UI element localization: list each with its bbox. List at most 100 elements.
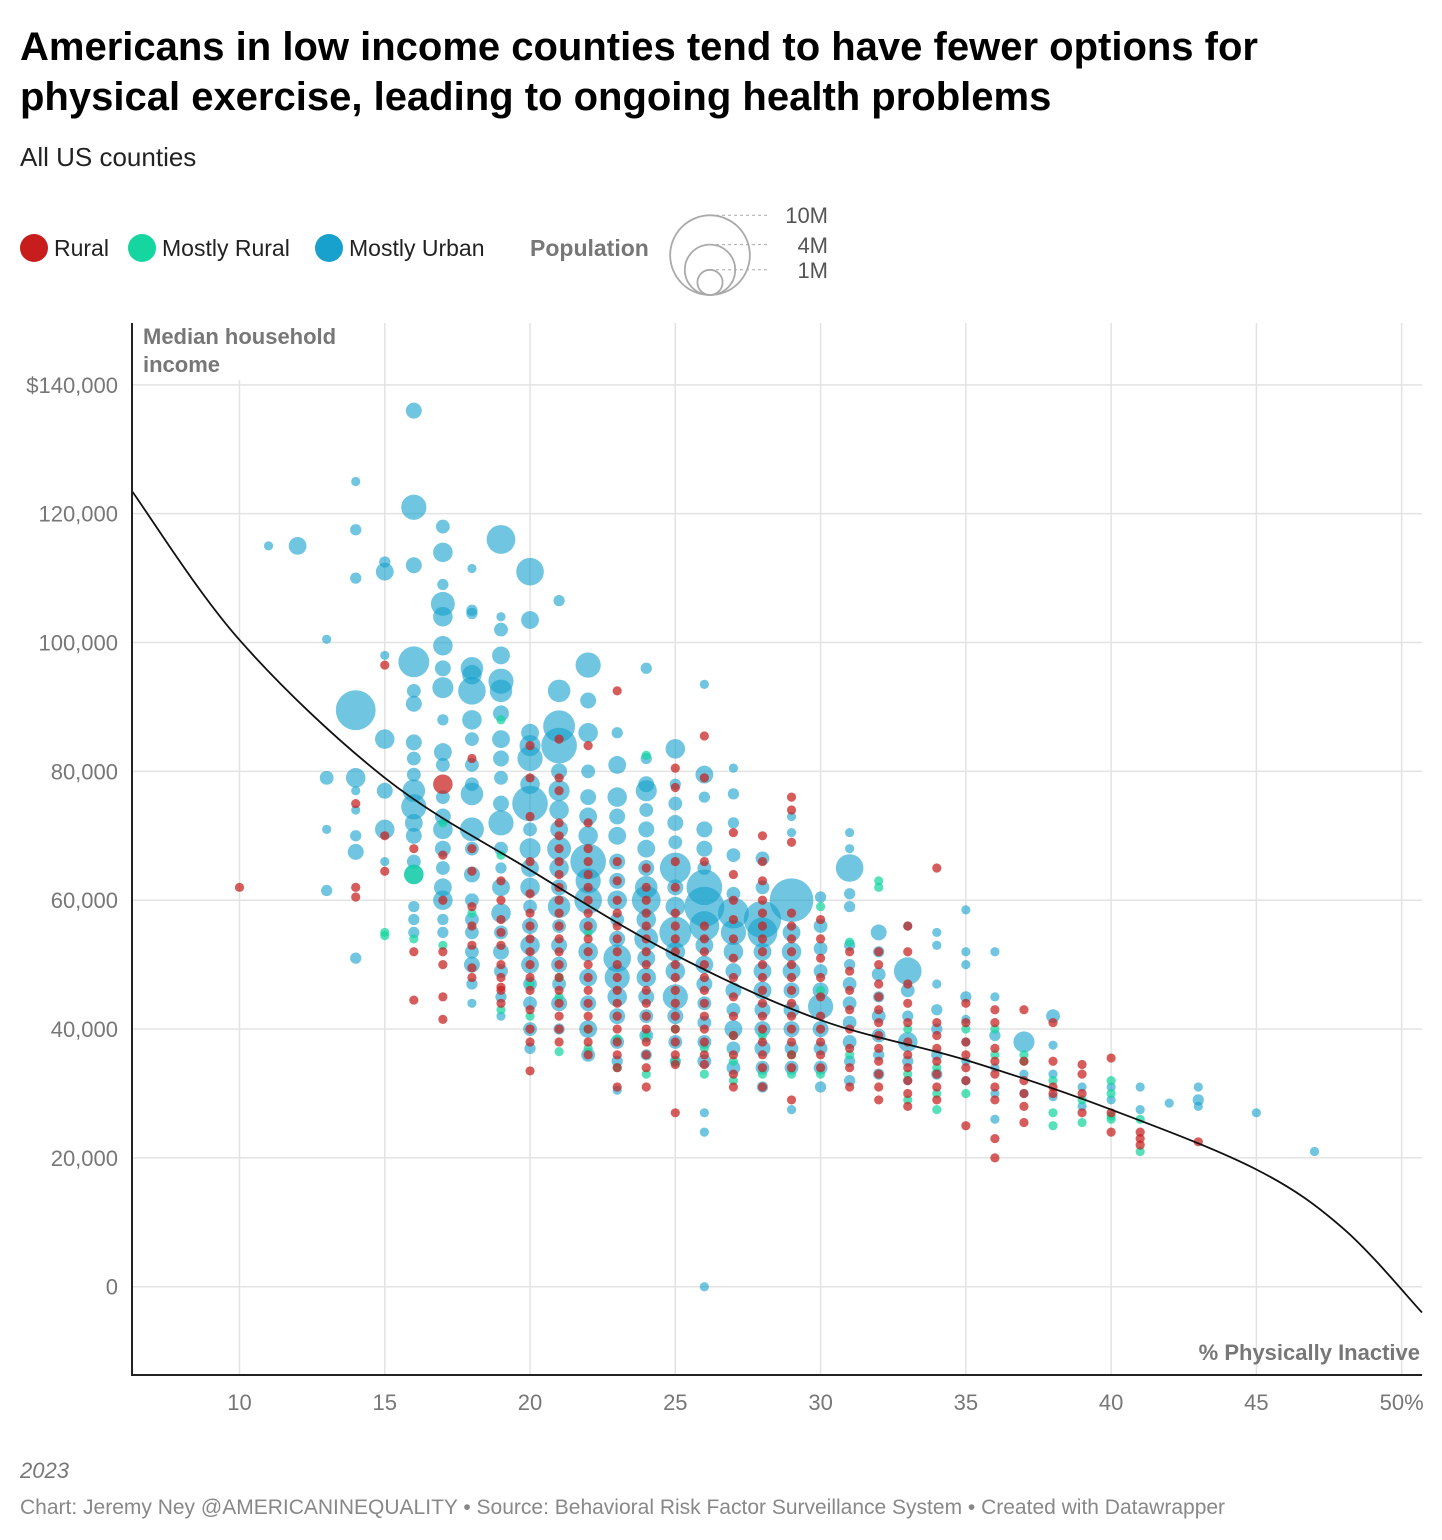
point-rural (438, 960, 448, 970)
point-rural (670, 856, 680, 867)
point-rural (961, 1075, 971, 1086)
point-rural (699, 934, 709, 944)
point-mostly-urban (380, 856, 390, 867)
size-legend-label: 4M (797, 233, 828, 258)
point-mostly-urban (488, 810, 514, 836)
point-rural (670, 782, 680, 793)
footer-source: Chart: Jeremy Ney @AMERICANINEQUALITY • … (20, 1496, 1225, 1519)
point-rural (699, 947, 709, 957)
point-mostly-urban (1106, 1082, 1116, 1092)
point-mostly-urban (1048, 1069, 1058, 1079)
point-rural (438, 947, 448, 957)
point-mostly-urban (516, 557, 544, 586)
point-rural (467, 753, 477, 764)
point-mostly-rural (438, 940, 448, 950)
point-rural (961, 1063, 971, 1073)
point-rural (1106, 1127, 1116, 1137)
point-mostly-urban (432, 677, 454, 699)
point-rural (990, 1069, 1000, 1079)
point-mostly-urban (1048, 1040, 1058, 1050)
point-rural (699, 1037, 709, 1047)
point-rural (612, 947, 622, 957)
x-tick-label: 30 (808, 1390, 832, 1415)
point-rural (554, 831, 564, 841)
x-tick-label: 15 (373, 1390, 397, 1415)
point-mostly-urban (932, 927, 942, 938)
point-mostly-urban (351, 805, 361, 815)
point-mostly-urban (1193, 1101, 1203, 1111)
point-mostly-urban (931, 1004, 943, 1016)
point-mostly-urban (686, 869, 723, 906)
point-mostly-urban (459, 817, 484, 842)
point-mostly-rural (641, 1069, 651, 1079)
point-rural (903, 947, 913, 957)
point-rural (932, 863, 942, 873)
point-rural (699, 921, 709, 931)
point-rural (438, 850, 448, 860)
point-mostly-urban (1135, 1082, 1145, 1092)
point-mostly-urban (433, 607, 453, 627)
point-rural (525, 1066, 535, 1076)
y-tick-label: 20,000 (51, 1146, 118, 1171)
point-mostly-urban (723, 941, 744, 962)
point-rural (554, 972, 564, 983)
point-mostly-urban (435, 790, 450, 805)
point-rural (670, 1024, 680, 1034)
point-mostly-rural (554, 1047, 564, 1057)
point-rural (583, 908, 593, 918)
point-mostly-urban (753, 962, 772, 980)
point-rural (641, 921, 651, 931)
point-mostly-urban (401, 794, 427, 820)
point-rural (990, 1153, 1000, 1163)
point-rural (641, 1037, 651, 1047)
point-mostly-urban (405, 557, 422, 574)
legend-label-mostly-rural: Mostly Rural (162, 235, 290, 261)
point-rural (525, 972, 535, 983)
point-rural (699, 1024, 709, 1034)
point-mostly-urban (667, 814, 684, 831)
point-mostly-urban (961, 905, 971, 915)
point-rural (990, 1043, 1000, 1053)
point-mostly-urban (640, 662, 652, 674)
point-mostly-rural (409, 934, 419, 944)
point-mostly-urban (835, 854, 864, 882)
point-mostly-urban (611, 727, 623, 739)
point-rural (990, 1005, 1000, 1015)
point-rural (351, 882, 361, 892)
point-rural (670, 972, 680, 983)
point-mostly-urban (379, 556, 391, 568)
point-rural (1048, 1056, 1058, 1066)
y-tick-label: 0 (106, 1275, 118, 1300)
point-rural (903, 1050, 913, 1060)
point-mostly-rural (1106, 1114, 1116, 1124)
point-rural (670, 1011, 680, 1021)
point-rural (757, 1050, 768, 1060)
point-mostly-urban (990, 1088, 1000, 1099)
point-mostly-urban (491, 903, 511, 923)
point-mostly-urban (807, 993, 834, 1020)
point-rural (815, 934, 826, 944)
point-mostly-urban (636, 909, 657, 930)
point-rural (728, 827, 739, 838)
point-rural (961, 1121, 971, 1131)
point-rural (1135, 1127, 1145, 1137)
point-rural (903, 1088, 913, 1099)
legend-swatch-mostly-urban (315, 234, 343, 262)
point-mostly-urban (433, 743, 452, 761)
point-mostly-urban (437, 913, 449, 926)
point-rural (1135, 1133, 1145, 1144)
point-mostly-urban (375, 819, 395, 840)
point-mostly-urban (492, 646, 510, 665)
y-tick-label: 120,000 (38, 502, 118, 527)
point-mostly-urban (724, 1020, 743, 1038)
point-rural (699, 985, 709, 996)
point-rural (583, 856, 593, 867)
point-mostly-rural (903, 1069, 913, 1079)
point-rural (757, 1037, 768, 1047)
point-mostly-urban (321, 884, 333, 897)
point-mostly-urban (492, 878, 510, 897)
point-mostly-urban (728, 763, 739, 773)
footer-year: 2023 (19, 1458, 70, 1483)
point-mostly-urban (549, 800, 569, 820)
point-mostly-urban (1164, 1098, 1174, 1108)
